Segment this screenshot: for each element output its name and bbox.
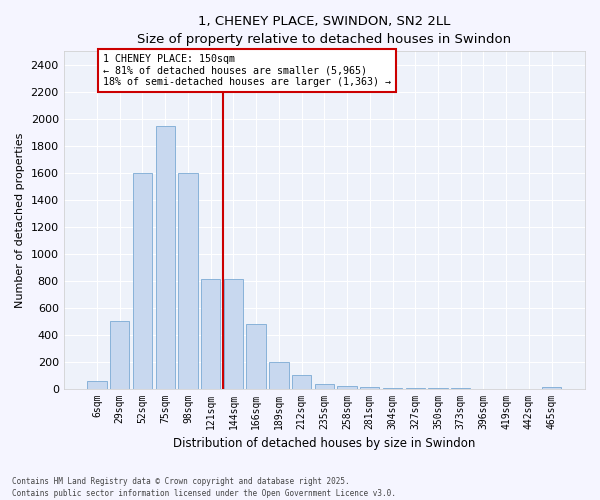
- Bar: [201, 280, 220, 388]
- Bar: [337, 386, 357, 388]
- X-axis label: Distribution of detached houses by size in Swindon: Distribution of detached houses by size …: [173, 437, 476, 450]
- Bar: [88, 381, 107, 388]
- Y-axis label: Number of detached properties: Number of detached properties: [15, 132, 25, 308]
- Bar: [133, 172, 152, 388]
- Bar: [292, 375, 311, 388]
- Bar: [155, 126, 175, 388]
- Title: 1, CHENEY PLACE, SWINDON, SN2 2LL
Size of property relative to detached houses i: 1, CHENEY PLACE, SWINDON, SN2 2LL Size o…: [137, 15, 511, 46]
- Text: Contains HM Land Registry data © Crown copyright and database right 2025.
Contai: Contains HM Land Registry data © Crown c…: [12, 476, 396, 498]
- Bar: [224, 280, 243, 388]
- Bar: [178, 172, 197, 388]
- Text: 1 CHENEY PLACE: 150sqm
← 81% of detached houses are smaller (5,965)
18% of semi-: 1 CHENEY PLACE: 150sqm ← 81% of detached…: [103, 54, 391, 87]
- Bar: [269, 362, 289, 388]
- Bar: [314, 384, 334, 388]
- Bar: [247, 324, 266, 388]
- Bar: [110, 321, 130, 388]
- Bar: [360, 387, 379, 388]
- Bar: [542, 387, 562, 388]
